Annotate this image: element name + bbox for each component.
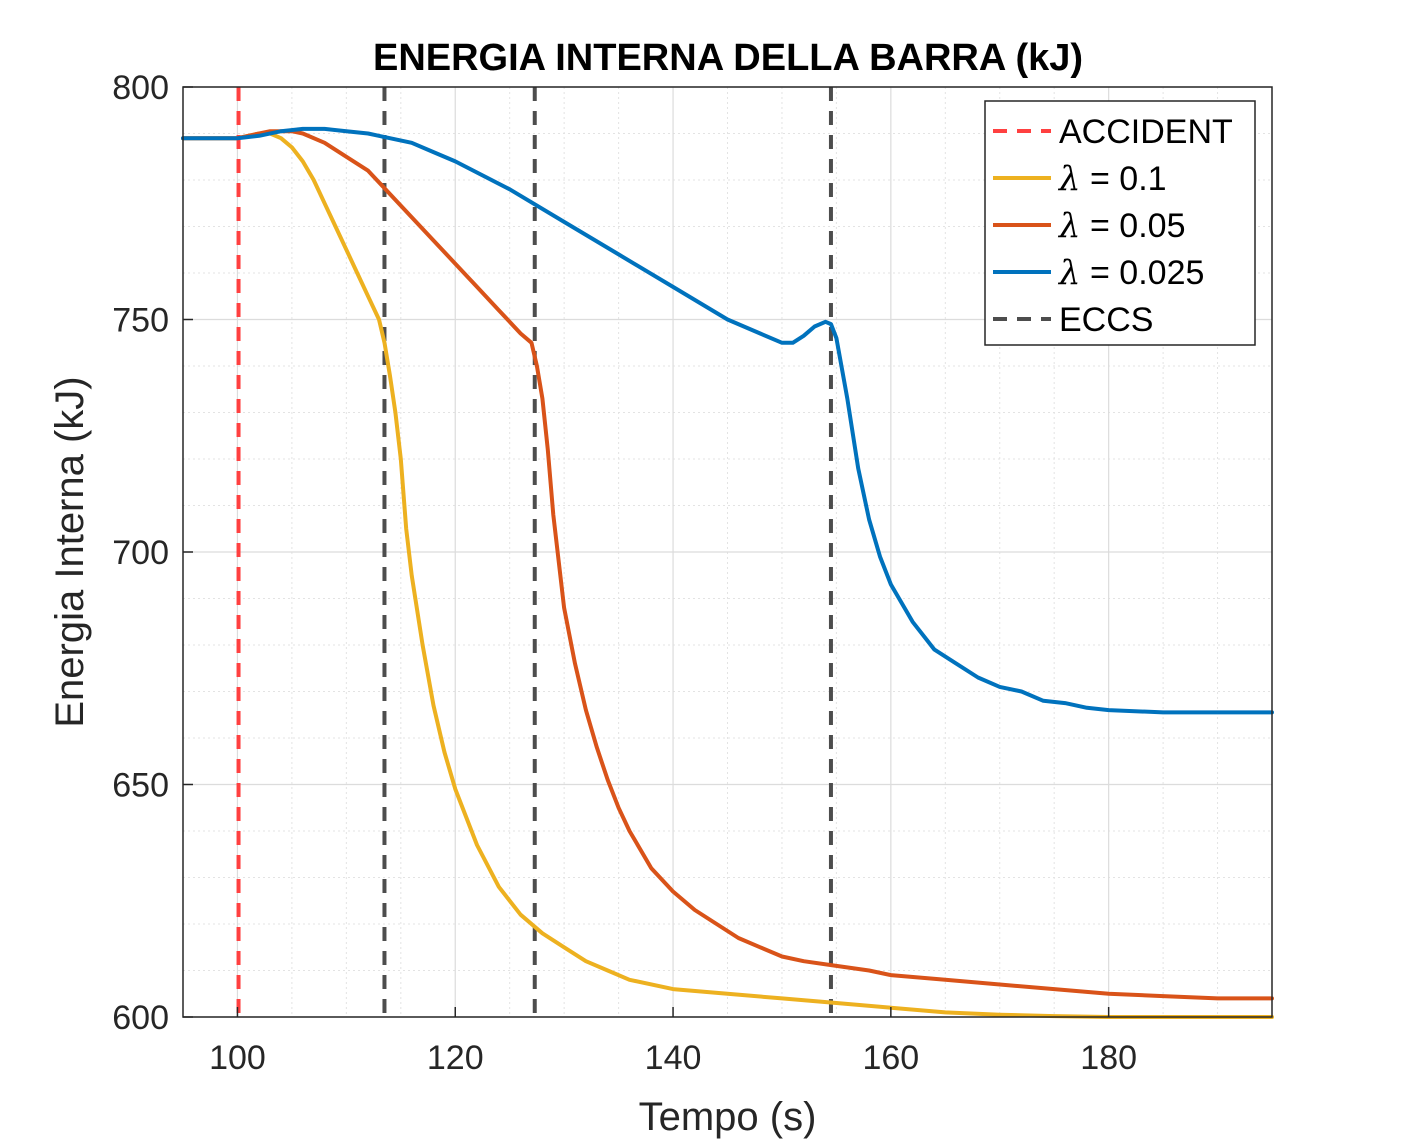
legend-label: λ = 0.05 <box>1057 206 1185 246</box>
data-series <box>181 126 1274 1019</box>
series-line-0 <box>181 131 1274 1019</box>
x-axis-label: Tempo (s) <box>639 1095 817 1139</box>
y-tick-label: 700 <box>112 534 169 572</box>
chart-title: ENERGIA INTERNA DELLA BARRA (kJ) <box>373 37 1083 79</box>
series-line-2 <box>181 126 1274 715</box>
series-line-1 <box>181 129 1274 1001</box>
y-tick-label: 650 <box>112 767 169 805</box>
x-tick-label: 140 <box>645 1039 702 1077</box>
legend: ACCIDENT λ = 0.1 λ = 0.05 λ = 0.025 ECCS <box>984 100 1256 346</box>
x-tick-label: 120 <box>427 1039 484 1077</box>
legend-label: ECCS <box>1059 301 1153 339</box>
y-tick-label: 600 <box>112 999 169 1037</box>
x-tick-label: 180 <box>1080 1039 1137 1077</box>
y-axis-label: Energia Interna (kJ) <box>48 376 92 727</box>
axis-ticks: 100 120 140 160 180 600 650 700 750 800 <box>112 69 1137 1077</box>
legend-label: ACCIDENT <box>1059 113 1233 151</box>
event-markers <box>236 87 833 1017</box>
x-tick-label: 100 <box>209 1039 266 1077</box>
legend-label: λ = 0.1 <box>1057 159 1167 199</box>
y-tick-label: 750 <box>112 302 169 340</box>
legend-label: λ = 0.025 <box>1057 253 1204 293</box>
y-tick-label: 800 <box>112 69 169 107</box>
x-tick-label: 160 <box>862 1039 919 1077</box>
